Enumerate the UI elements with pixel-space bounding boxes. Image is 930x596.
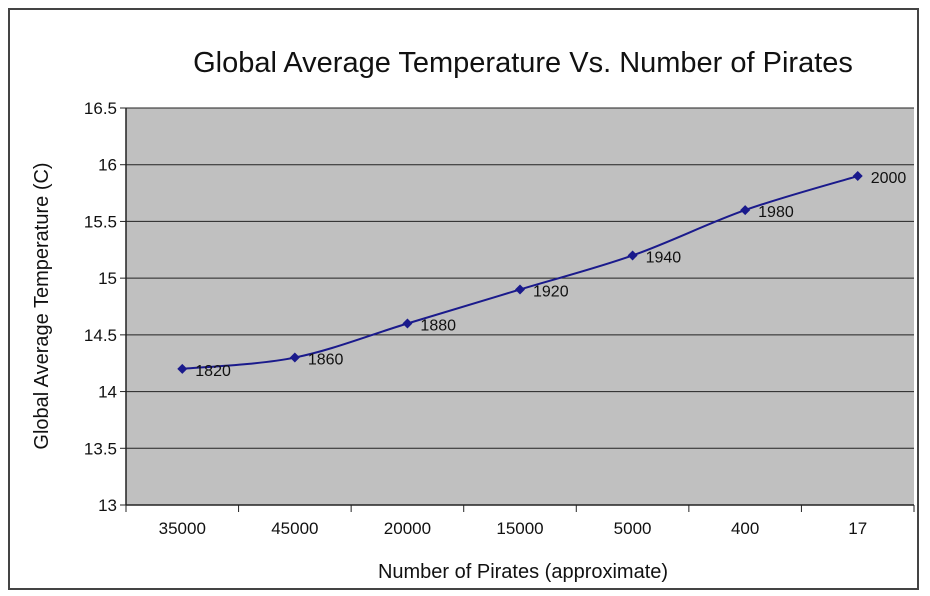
plot-area bbox=[126, 108, 914, 505]
y-tick-label: 15 bbox=[98, 269, 117, 288]
y-tick-label: 16 bbox=[98, 156, 117, 175]
y-tick-label: 14 bbox=[98, 383, 117, 402]
data-point bbox=[627, 250, 638, 261]
y-tick-label: 16.5 bbox=[84, 99, 117, 118]
x-tick-label: 45000 bbox=[271, 519, 318, 538]
y-tick-label: 14.5 bbox=[84, 326, 117, 345]
x-axis-label: Number of Pirates (approximate) bbox=[378, 561, 668, 583]
chart-title: Global Average Temperature Vs. Number of… bbox=[193, 47, 853, 79]
data-point bbox=[515, 284, 525, 295]
data-labels: 1820 1860 1880 1920 1940 1980 2000 bbox=[195, 170, 906, 380]
y-tick-labels: 13 13.5 14 14.5 15 15.5 16 16.5 bbox=[84, 99, 117, 515]
data-point bbox=[402, 318, 413, 329]
data-point bbox=[740, 205, 751, 216]
x-tick-label: 17 bbox=[848, 519, 867, 538]
x-tick-label: 5000 bbox=[614, 519, 652, 538]
data-label: 1860 bbox=[308, 352, 344, 369]
data-label: 1940 bbox=[646, 249, 682, 266]
x-tick-label: 35000 bbox=[159, 519, 206, 538]
data-label: 1980 bbox=[758, 204, 794, 221]
x-tick-labels: 35000 45000 20000 15000 5000 400 17 bbox=[159, 519, 868, 538]
data-points bbox=[177, 171, 863, 374]
axes bbox=[120, 107, 915, 512]
data-point bbox=[852, 171, 863, 182]
data-label: 1880 bbox=[420, 318, 456, 335]
y-tick-label: 15.5 bbox=[84, 212, 117, 231]
y-tick-label: 13.5 bbox=[84, 439, 117, 458]
y-tick-label: 13 bbox=[98, 496, 117, 515]
data-label: 1920 bbox=[533, 283, 569, 300]
y-axis-label: Global Average Temperature (C) bbox=[31, 162, 53, 449]
data-point bbox=[177, 363, 188, 374]
data-point bbox=[289, 352, 300, 363]
data-label: 1820 bbox=[195, 363, 231, 380]
data-label: 2000 bbox=[871, 170, 907, 187]
x-tick-label: 400 bbox=[731, 519, 759, 538]
x-tick-label: 15000 bbox=[496, 519, 543, 538]
x-tick-label: 20000 bbox=[384, 519, 431, 538]
